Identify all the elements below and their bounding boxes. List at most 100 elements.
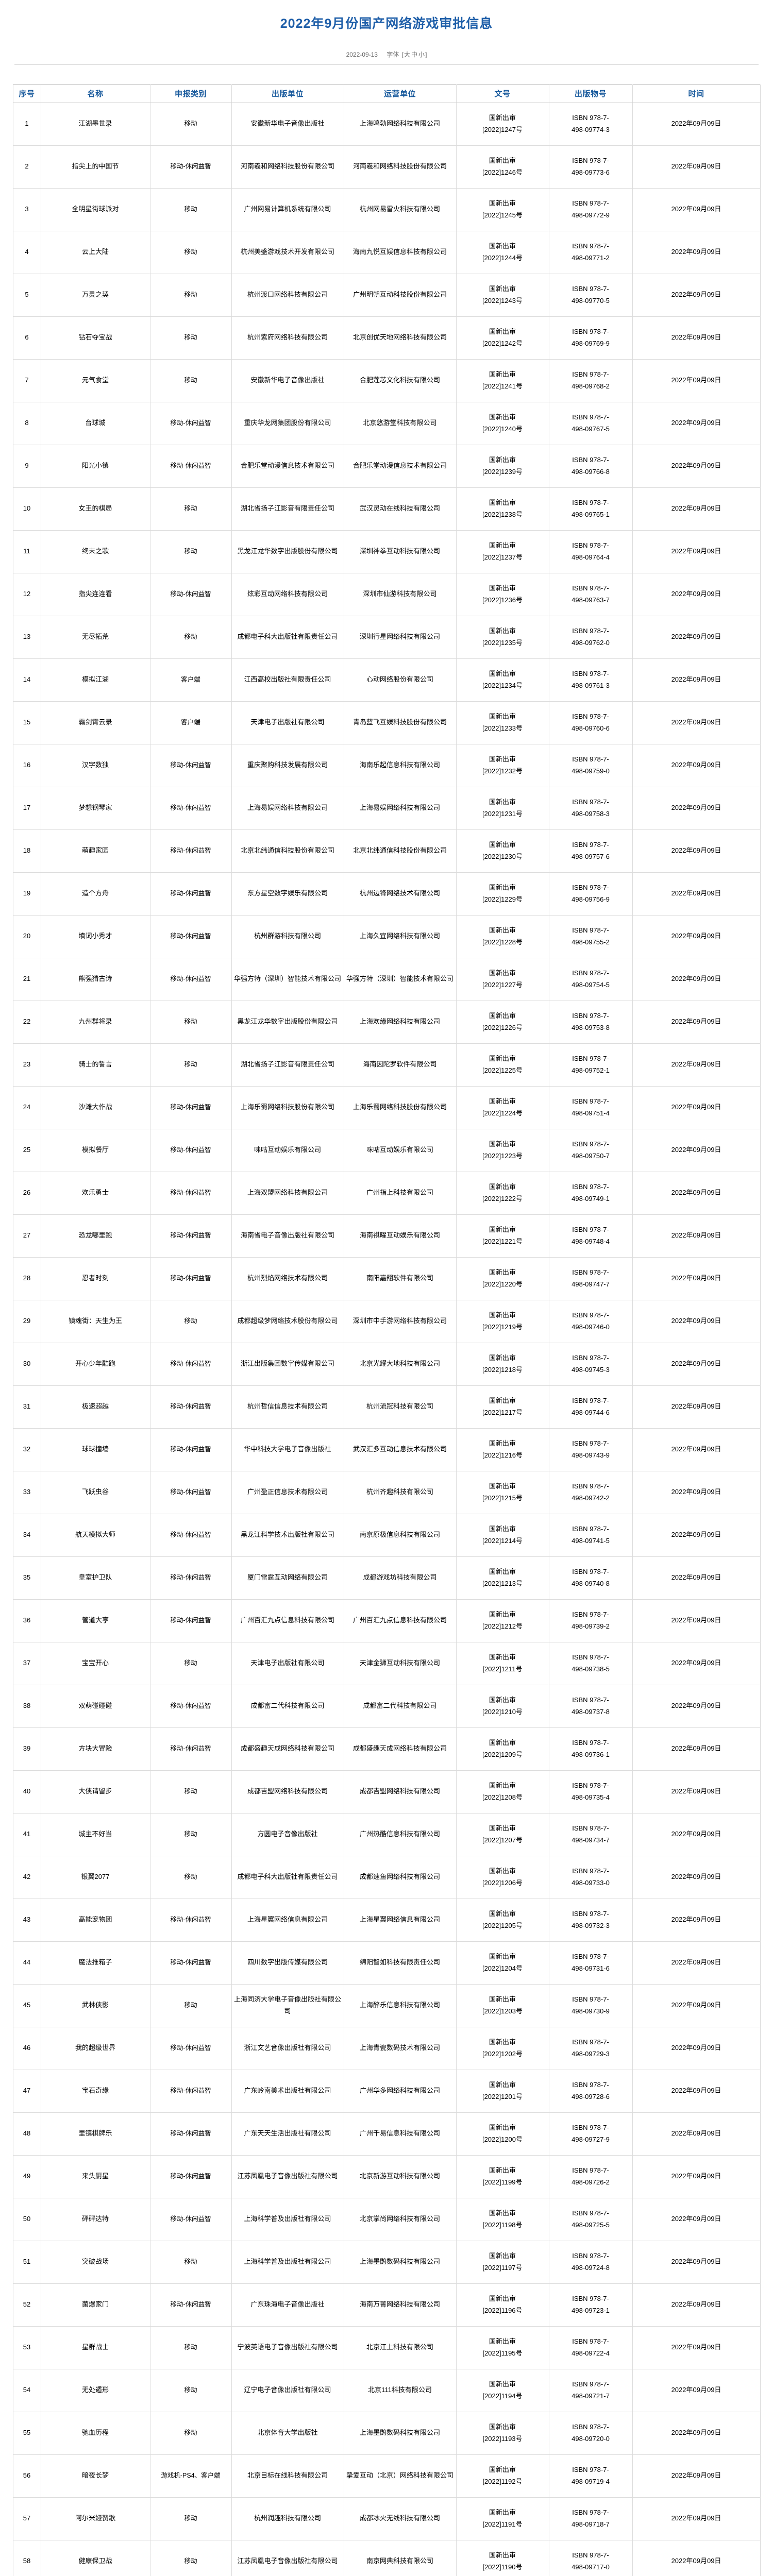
document-number: 国新出审 [2022]1237号	[456, 530, 549, 573]
row-index: 7	[13, 359, 41, 402]
publishing-unit: 上海双盟网络科技有限公司	[231, 1172, 344, 1215]
table-row: 30 开心少年酷跑 移动-休闲益智 浙江出版集团数字传媒有限公司 北京光耀大地科技有限公…	[13, 1343, 761, 1386]
publication-number: ISBN 978-7- 498-09770-5	[549, 274, 633, 317]
approval-date: 2022年09月09日	[632, 2027, 761, 2070]
approval-date: 2022年09月09日	[632, 1043, 761, 1087]
col-header-isbn: 出版物号	[549, 84, 633, 103]
approval-date: 2022年09月09日	[632, 2369, 761, 2412]
game-name: 沙滩大作战	[41, 1086, 150, 1129]
row-index: 9	[13, 445, 41, 488]
document-number: 国新出审 [2022]1230号	[456, 829, 549, 873]
table-body: 1 江湖墨世录 移动 安徽新华电子音像出版社 上海鸣勃网络科技有限公司 国新出审 [2022…	[13, 103, 761, 2576]
declaration-category: 客户端	[150, 658, 232, 702]
approval-date: 2022年09月09日	[632, 1385, 761, 1429]
publishing-unit: 杭州烈焰网络技术有限公司	[231, 1257, 344, 1300]
publication-number: ISBN 978-7- 498-09749-1	[549, 1172, 633, 1215]
document-number: 国新出审 [2022]1226号	[456, 1001, 549, 1044]
font-size-small-link[interactable]: 小	[418, 50, 425, 58]
publication-number: ISBN 978-7- 498-09726-2	[549, 2155, 633, 2198]
operating-unit: 北京江上科技有限公司	[344, 2326, 457, 2369]
approval-date: 2022年09月09日	[632, 316, 761, 360]
table-row: 35 皇室护卫队 移动-休闲益智 厦门雷霆互动网络有限公司 成都游戏坊科技有限公司 国新出…	[13, 1556, 761, 1600]
operating-unit: 深圳市中手游网络科技有限公司	[344, 1300, 457, 1343]
table-row: 55 驰血历程 移动 北京体育大学出版社 上海墨鹍数码科技有限公司 国新出审 [2022]1…	[13, 2412, 761, 2455]
game-name: 忍者时刻	[41, 1257, 150, 1300]
declaration-category: 移动-休闲益智	[150, 573, 232, 616]
publishing-unit: 上海科学普及出版社有限公司	[231, 2241, 344, 2284]
document-number: 国新出审 [2022]1195号	[456, 2326, 549, 2369]
operating-unit: 杭州边锋网络技术有限公司	[344, 872, 457, 916]
row-index: 46	[13, 2027, 41, 2070]
publishing-unit: 华强方特（深圳）智能技术有限公司	[231, 958, 344, 1001]
table-row: 3 全明星街球派对 移动 广州网易计算机系统有限公司 杭州网易雷火科技有限公司 国新出审[…	[13, 188, 761, 231]
declaration-category: 移动-休闲益智	[150, 2027, 232, 2070]
game-name: 台球城	[41, 402, 150, 445]
publishing-unit: 杭州美盛游戏技术开发有限公司	[231, 231, 344, 274]
publishing-unit: 浙江文艺音像出版社有限公司	[231, 2027, 344, 2070]
declaration-category: 客户端	[150, 701, 232, 744]
table-row: 24 沙滩大作战 移动-休闲益智 上海乐蜀网络科技股份有限公司 上海乐蜀网络科技股份有限…	[13, 1086, 761, 1129]
publishing-unit: 广东天天生活出版社有限公司	[231, 2112, 344, 2156]
operating-unit: 北京北纬通信科技股份有限公司	[344, 829, 457, 873]
declaration-category: 移动-休闲益智	[150, 402, 232, 445]
publication-number: ISBN 978-7- 498-09733-0	[549, 1856, 633, 1899]
operating-unit: 海南祺曜互动娱乐有限公司	[344, 1214, 457, 1258]
approval-date: 2022年09月09日	[632, 1001, 761, 1044]
operating-unit: 挚爱互动（北京）网络科技有限公司	[344, 2454, 457, 2498]
declaration-category: 移动-休闲益智	[150, 1685, 232, 1728]
publishing-unit: 东方星空数字娱乐有限公司	[231, 872, 344, 916]
document-number: 国新出审 [2022]1243号	[456, 274, 549, 317]
publishing-unit: 北京北纬通信科技股份有限公司	[231, 829, 344, 873]
game-name: 开心少年酷跑	[41, 1343, 150, 1386]
publishing-unit: 上海科学普及出版社有限公司	[231, 2198, 344, 2241]
publishing-unit: 黑龙江科学技术出版社有限公司	[231, 1514, 344, 1557]
table-row: 46 我的超级世界 移动-休闲益智 浙江文艺音像出版社有限公司 上海青瓷数码技术有限公司…	[13, 2027, 761, 2070]
row-index: 32	[13, 1428, 41, 1471]
approval-date: 2022年09月09日	[632, 2241, 761, 2284]
document-number: 国新出审 [2022]1235号	[456, 616, 549, 659]
row-index: 14	[13, 658, 41, 702]
publishing-unit: 成都富二代科技有限公司	[231, 1685, 344, 1728]
document-number: 国新出审 [2022]1232号	[456, 744, 549, 787]
declaration-category: 移动-休闲益智	[150, 787, 232, 830]
publication-number: ISBN 978-7- 498-09774-3	[549, 103, 633, 146]
game-name: 萌趣家园	[41, 829, 150, 873]
publication-number: ISBN 978-7- 498-09719-4	[549, 2454, 633, 2498]
approval-date: 2022年09月09日	[632, 915, 761, 958]
game-name: 万灵之契	[41, 274, 150, 317]
operating-unit: 深圳市仙游科技有限公司	[344, 573, 457, 616]
table-row: 23 骑士的誓言 移动 湖北省扬子江影音有限责任公司 海南因陀罗软件有限公司 国新出审 [2…	[13, 1043, 761, 1087]
declaration-category: 移动	[150, 274, 232, 317]
declaration-category: 移动	[150, 2540, 232, 2576]
page-container: 2022年9月份国产网络游戏审批信息 2022-09-13 字体 [大中小] 序…	[0, 9, 773, 2576]
font-size-large-link[interactable]: 大	[404, 50, 411, 58]
approval-date: 2022年09月09日	[632, 2198, 761, 2241]
approval-date: 2022年09月09日	[632, 103, 761, 146]
operating-unit: 上海青瓷数码技术有限公司	[344, 2027, 457, 2070]
game-name: 来头厨星	[41, 2155, 150, 2198]
game-name: 无尽拓荒	[41, 616, 150, 659]
row-index: 54	[13, 2369, 41, 2412]
declaration-category: 移动	[150, 2326, 232, 2369]
operating-unit: 天津金狮互动科技有限公司	[344, 1642, 457, 1685]
document-number: 国新出审 [2022]1220号	[456, 1257, 549, 1300]
row-index: 38	[13, 1685, 41, 1728]
declaration-category: 移动	[150, 103, 232, 146]
document-number: 国新出审 [2022]1201号	[456, 2070, 549, 2113]
game-name: 暗夜长梦	[41, 2454, 150, 2498]
table-row: 20 填词小秀才 移动-休闲益智 杭州群游科技有限公司 上海久宜网络科技有限公司 国新出审…	[13, 915, 761, 958]
table-row: 33 飞跃虫谷 移动-休闲益智 广州盈正信息技术有限公司 杭州齐趣科技有限公司 国新出审[…	[13, 1471, 761, 1514]
table-row: 52 菌爆家门 移动-休闲益智 广东珠海电子音像出版社 海南万菁网络科技有限公司 国新出审…	[13, 2283, 761, 2327]
publishing-unit: 湖北省扬子江影音有限责任公司	[231, 487, 344, 531]
declaration-category: 移动	[150, 1856, 232, 1899]
approval-date: 2022年09月09日	[632, 2412, 761, 2455]
declaration-category: 移动-休闲益智	[150, 2112, 232, 2156]
approval-date: 2022年09月09日	[632, 1899, 761, 1942]
publishing-unit: 四川数字出版传媒有限公司	[231, 1941, 344, 1985]
table-row: 19 造个方舟 移动-休闲益智 东方星空数字娱乐有限公司 杭州边锋网络技术有限公司 国新出…	[13, 872, 761, 916]
operating-unit: 上海乐蜀网络科技股份有限公司	[344, 1086, 457, 1129]
operating-unit: 广州指上科技有限公司	[344, 1172, 457, 1215]
table-row: 1 江湖墨世录 移动 安徽新华电子音像出版社 上海鸣勃网络科技有限公司 国新出审 [2022…	[13, 103, 761, 146]
operating-unit: 广州明朝互动科技股份有限公司	[344, 274, 457, 317]
font-size-medium-link[interactable]: 中	[411, 50, 418, 58]
